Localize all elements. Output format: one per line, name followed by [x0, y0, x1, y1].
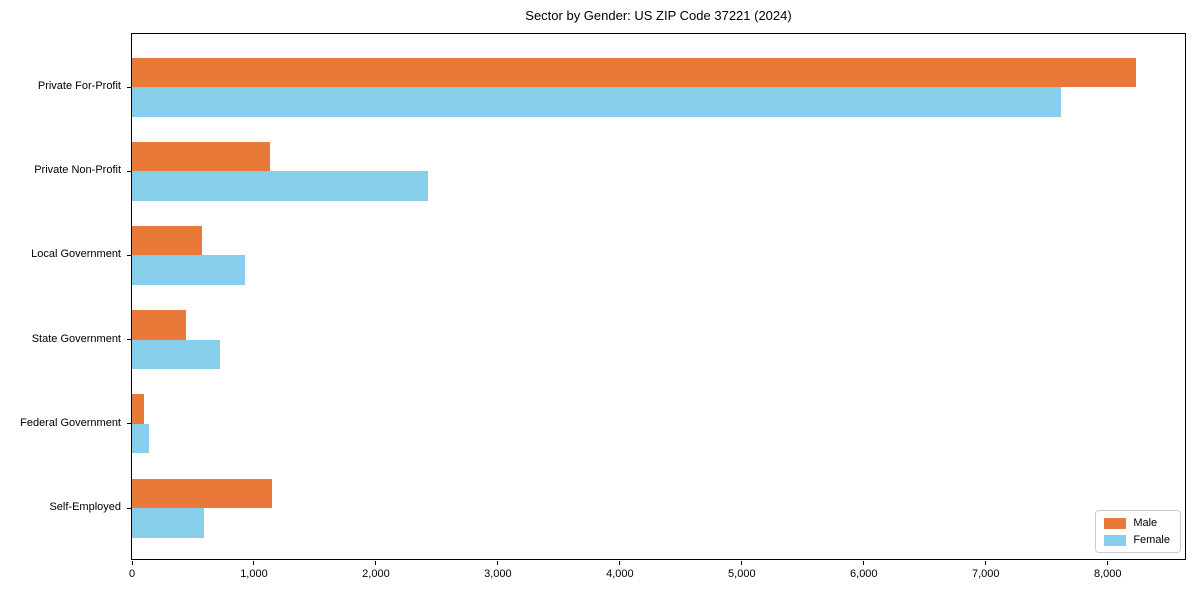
bar-female-self-employed	[132, 508, 204, 538]
bar-female-private-for-profit	[132, 87, 1062, 117]
bar-male-local-government	[132, 225, 203, 256]
bar-male-self-employed	[132, 478, 273, 508]
bar-male-private-non-profit	[132, 141, 270, 172]
x-tick	[619, 561, 621, 565]
y-axis-label-state-government: State Government	[31, 332, 121, 345]
x-tick-label-3000: 3,000	[484, 568, 512, 580]
y-axis-label-federal-government: Federal Government	[20, 416, 121, 429]
y-tick	[127, 170, 131, 172]
y-tick	[127, 339, 131, 341]
bar-male-private-for-profit	[132, 57, 1136, 87]
x-tick	[1107, 561, 1109, 565]
legend: Male Female	[1095, 510, 1181, 553]
bar-male-state-government	[132, 310, 187, 340]
legend-label-male: Male	[1133, 517, 1158, 529]
bar-female-state-government	[132, 339, 220, 370]
x-tick	[375, 561, 377, 565]
y-tick	[127, 507, 131, 509]
y-axis-label-self-employed: Self-Employed	[49, 501, 121, 513]
y-tick	[127, 423, 131, 425]
x-tick	[497, 561, 499, 565]
legend-entry-female: Female	[1104, 534, 1170, 546]
y-axis-label-private-non-profit: Private Non-Profit	[34, 164, 121, 177]
x-tick	[985, 561, 987, 565]
x-tick	[863, 561, 865, 565]
legend-swatch-male	[1104, 517, 1127, 529]
bar-female-private-non-profit	[132, 171, 429, 201]
bar-female-federal-government	[132, 423, 150, 454]
x-tick-label-1000: 1,000	[240, 568, 268, 580]
x-tick-label-4000: 4,000	[606, 568, 634, 580]
x-tick-label-7000: 7,000	[971, 568, 1000, 580]
x-tick-label-0: 0	[128, 568, 136, 580]
chart-title: Sector by Gender: US ZIP Code 37221 (202…	[525, 8, 792, 23]
x-tick-label-2000: 2,000	[362, 568, 390, 580]
plot-area: 0 1,000 2,000 3,000 4,000 5,000 6,000 7,000 8,00…	[127, 33, 1186, 580]
x-tick	[253, 561, 255, 565]
y-tick	[127, 254, 131, 256]
bar-male-federal-government	[132, 394, 145, 424]
x-tick	[741, 561, 743, 565]
y-axis-label-local-government: Local Government	[31, 248, 121, 261]
x-tick-label-6000: 6,000	[850, 568, 878, 580]
y-axis-label-private-for-profit: Private For-Profit	[37, 80, 121, 92]
bar-female-local-government	[132, 255, 245, 285]
x-tick	[131, 561, 133, 565]
x-tick-label-5000: 5,000	[728, 568, 756, 580]
legend-entry-male: Male	[1104, 517, 1170, 529]
legend-label-female: Female	[1133, 534, 1170, 546]
x-tick-label-8000: 8,000	[1093, 568, 1122, 580]
y-tick	[127, 86, 131, 88]
legend-swatch-female	[1104, 534, 1127, 546]
